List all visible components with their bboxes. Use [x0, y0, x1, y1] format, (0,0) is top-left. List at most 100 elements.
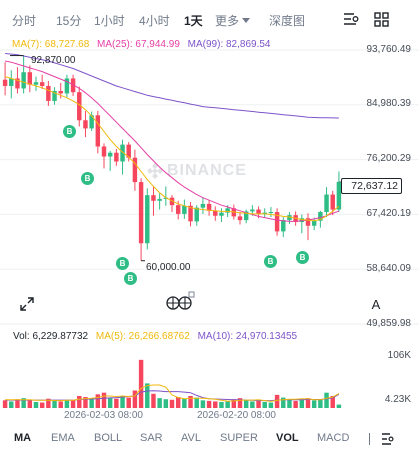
binance-logo-icon [147, 163, 163, 179]
timeframe-toolbar: 分时 15分 1小时 4小时 1天 更多 深度图 [0, 0, 419, 38]
volume-bar [287, 399, 292, 408]
volume-bar [262, 401, 267, 408]
volume-bar [70, 400, 76, 408]
candle-body [58, 90, 63, 94]
volume-bar [243, 400, 249, 408]
buy-marker[interactable]: B [264, 255, 277, 268]
indicator-settings-icon[interactable] [379, 431, 395, 447]
candle-body [330, 194, 335, 210]
candle-body [138, 182, 144, 244]
grid-layout-icon[interactable] [372, 11, 390, 27]
volume-ma5-line [5, 384, 340, 402]
volume-bar [120, 395, 125, 408]
watermark-text: BINANCE [167, 162, 247, 179]
volume-bar [163, 399, 169, 408]
global-settings-icon[interactable] [164, 290, 196, 314]
volume-axis-tick: 4.23K [384, 394, 411, 405]
candle-body [237, 216, 243, 221]
candle-body [281, 220, 286, 232]
volume-bar [219, 401, 224, 408]
volume-bar [2, 400, 8, 408]
volume-bar [33, 401, 39, 408]
candle-body [336, 181, 342, 210]
indicator-tab-ema[interactable]: EMA [51, 432, 75, 444]
indicator-tab-avl[interactable]: AVL [181, 432, 201, 444]
volume-ma5: MA(5): 26,266.68762 [95, 331, 190, 342]
volume-bar [64, 399, 70, 408]
volume-bar [83, 397, 88, 408]
volume-bar [89, 399, 94, 408]
volume-bar [213, 401, 218, 408]
indicator-tab-super[interactable]: SUPER [220, 432, 258, 444]
candle-body [256, 209, 261, 214]
buy-marker[interactable]: B [116, 257, 129, 270]
timeframe-tab-1h[interactable]: 1小时 [94, 14, 125, 28]
candle-body [157, 198, 162, 201]
indicator-tab-vol[interactable]: VOL [276, 432, 299, 444]
volume-bar [52, 400, 57, 408]
candle-body [213, 210, 218, 216]
candle-body [194, 207, 199, 222]
volume-bar [126, 397, 131, 408]
indicator-tab-boll[interactable]: BOLL [94, 432, 123, 444]
timeframe-tab-time[interactable]: 分时 [12, 14, 37, 28]
indicator-tab-ma[interactable]: MA [14, 432, 32, 444]
volume-bar [324, 392, 329, 408]
candle-body [169, 197, 175, 206]
buy-marker[interactable]: B [81, 172, 94, 185]
price-tick: 93,760.49 [366, 44, 412, 55]
volume-bar [157, 398, 162, 408]
candle-body [39, 82, 45, 86]
candle-body [95, 115, 101, 147]
buy-marker[interactable]: B [63, 125, 76, 138]
candle-body [89, 115, 94, 129]
volume-bar [138, 359, 144, 408]
volume-bar [188, 395, 193, 408]
candle-body [287, 215, 292, 221]
volume-bar [46, 398, 51, 408]
ma25-legend: MA(25): 67,944.99 [97, 39, 180, 50]
volume-bar [305, 398, 311, 408]
ma7-line [4, 76, 340, 222]
price-tick: 49,859.98 [366, 318, 412, 329]
timeframe-tab-15m[interactable]: 15分 [56, 14, 82, 28]
indicator-tab-sar[interactable]: SAR [140, 432, 163, 444]
candle-body [101, 146, 107, 157]
indicator-tab-macd[interactable]: MACD [317, 432, 350, 444]
candle-body [206, 203, 212, 211]
candlestick-chart[interactable] [0, 0, 419, 330]
date-label: 2026-02-03 08:00 [64, 410, 143, 421]
volume-bar [9, 401, 14, 408]
ma99-legend: MA(99): 82,869.54 [187, 39, 271, 50]
volume-bar [237, 398, 243, 408]
ma7-legend: MA(7): 68,727.68 [12, 39, 90, 50]
volume-bar [293, 400, 298, 408]
candle-body [175, 205, 181, 214]
volume-chart [2, 359, 342, 408]
volume-bar [250, 401, 255, 408]
price-tick: 84,980.39 [366, 98, 412, 109]
timeframe-tab-4h[interactable]: 4小时 [139, 14, 170, 28]
candle-body [126, 144, 131, 158]
indicator-settings-icon[interactable] [342, 11, 360, 27]
volume-bar [318, 399, 323, 408]
buy-marker[interactable]: B [124, 272, 137, 285]
scale-auto-toggle[interactable]: A [371, 296, 381, 312]
volume-bar [175, 397, 181, 408]
volume-ma10: MA(10): 24,970.13455 [197, 331, 298, 342]
candle-body [225, 208, 230, 213]
volume-bar [169, 399, 175, 408]
more-timeframes-dropdown[interactable]: 更多 [215, 12, 251, 29]
timeframe-tab-1d[interactable]: 1天 [184, 14, 203, 28]
volume-bar [200, 400, 206, 408]
candle-body [2, 79, 8, 86]
fullscreen-icon[interactable] [18, 295, 36, 313]
depth-chart-tab[interactable]: 深度图 [269, 14, 306, 28]
volume-bar [299, 399, 305, 408]
candle-body [274, 212, 280, 232]
candle-body [64, 78, 70, 94]
candle-body [33, 82, 39, 85]
buy-marker[interactable]: B [296, 251, 309, 264]
candle-body [318, 212, 323, 221]
price-tick: 67,420.19 [366, 208, 412, 219]
